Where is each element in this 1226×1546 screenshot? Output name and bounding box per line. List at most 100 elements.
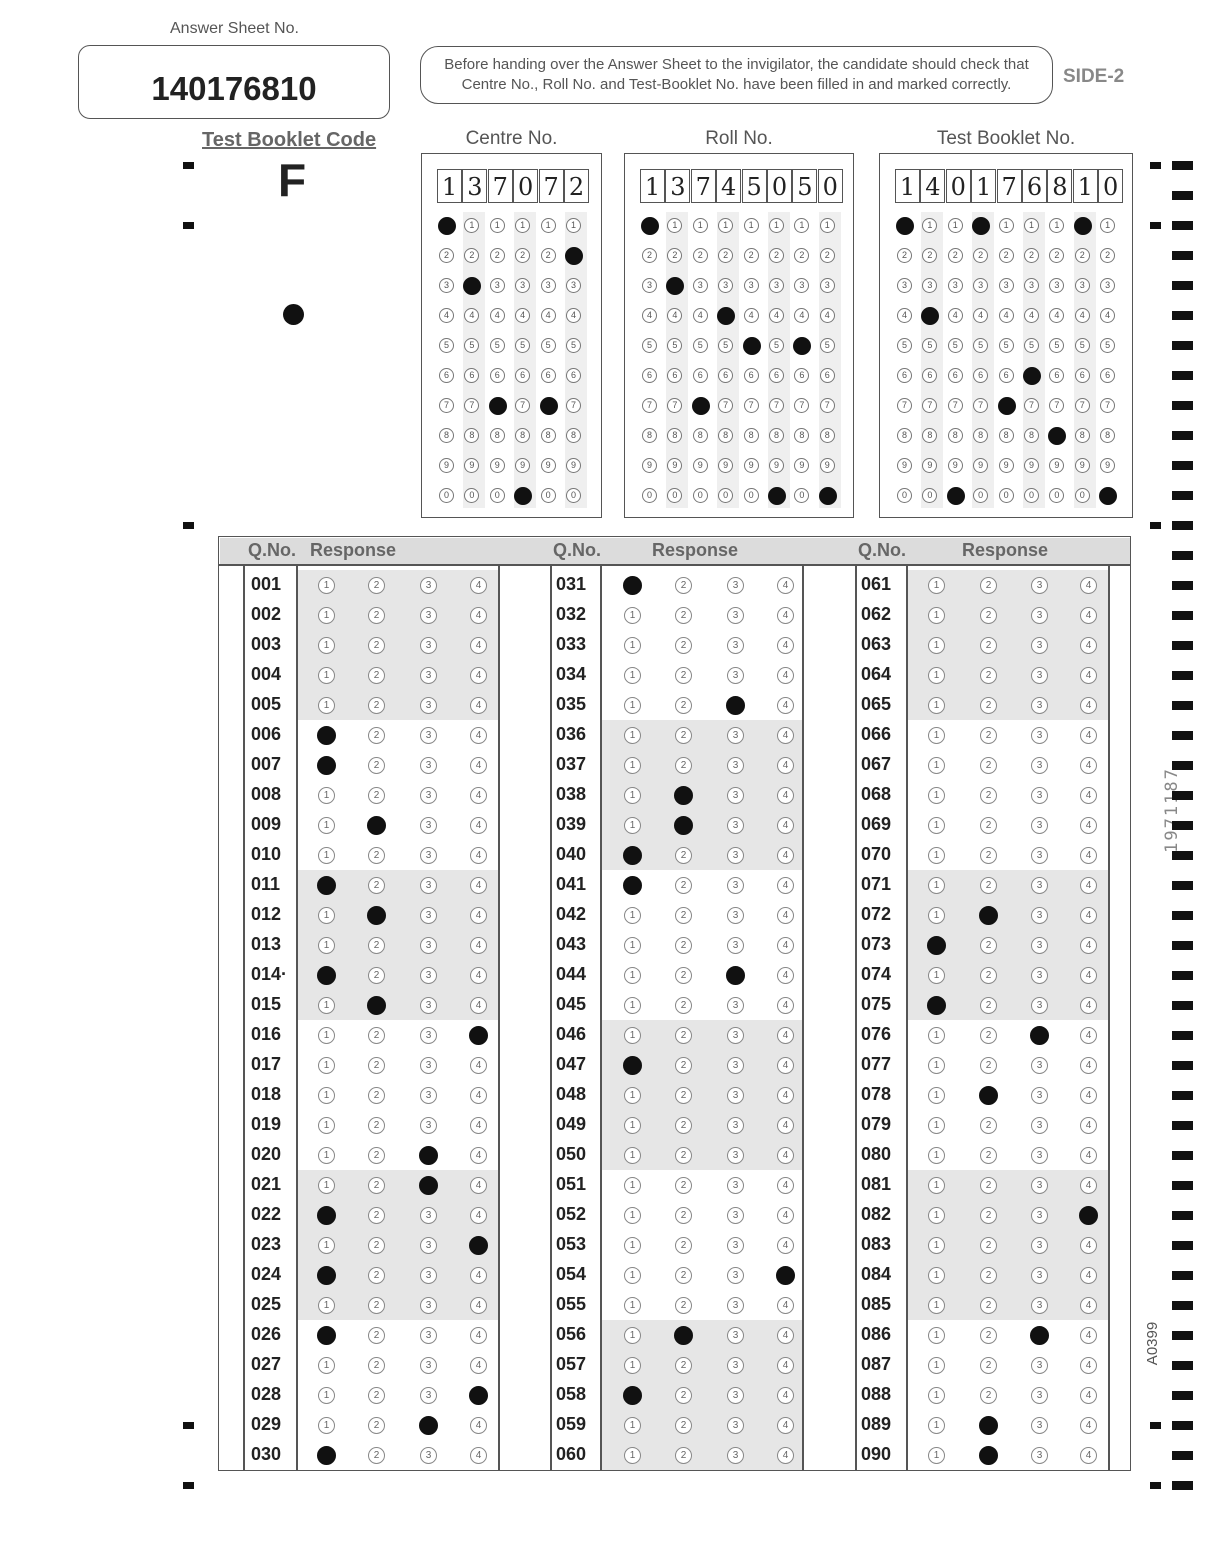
centre-no-bubble[interactable]: 2 bbox=[439, 248, 454, 263]
test-booklet-no-bubble[interactable]: 2 bbox=[1100, 248, 1116, 263]
answer-bubble-option-4[interactable]: 4 bbox=[777, 637, 794, 654]
answer-bubble-option-1[interactable]: 1 bbox=[318, 847, 335, 864]
answer-bubble-option-2[interactable]: 2 bbox=[675, 1057, 692, 1074]
answer-bubble-option-4[interactable]: 4 bbox=[777, 847, 794, 864]
answer-bubble-option-2[interactable]: 2 bbox=[368, 607, 385, 624]
roll-no-bubble[interactable]: 2 bbox=[743, 248, 759, 263]
answer-bubble-option-4[interactable]: 4 bbox=[470, 1057, 487, 1074]
answer-bubble-option-2[interactable]: 2 bbox=[368, 637, 385, 654]
answer-bubble-option-1[interactable]: 1 bbox=[928, 1087, 945, 1104]
answer-bubble-option-1[interactable]: 1 bbox=[928, 1327, 945, 1344]
test-booklet-no-bubble[interactable]: 9 bbox=[1024, 458, 1039, 473]
roll-no-bubble[interactable]: 4 bbox=[769, 308, 784, 323]
answer-bubble-option-4[interactable]: 4 bbox=[470, 1177, 487, 1194]
answer-bubble-option-1[interactable]: 1 bbox=[928, 1147, 945, 1164]
answer-bubble-option-1[interactable]: 1 bbox=[624, 787, 641, 804]
centre-no-bubble[interactable]: 3 bbox=[515, 278, 531, 293]
roll-no-bubble[interactable]: 6 bbox=[718, 368, 734, 383]
answer-bubble-option-4[interactable]: 4 bbox=[1080, 997, 1097, 1014]
test-booklet-no-bubble[interactable]: 5 bbox=[998, 338, 1014, 353]
centre-no-bubble[interactable]: 7 bbox=[566, 398, 581, 413]
answer-bubble-option-1[interactable]: 1 bbox=[318, 1117, 335, 1134]
test-booklet-no-bubble[interactable]: 0 bbox=[922, 488, 938, 503]
answer-bubble-option-4[interactable]: 4 bbox=[777, 577, 794, 594]
centre-no-bubble[interactable]: 4 bbox=[489, 308, 505, 323]
answer-bubble-option-2[interactable]: 2 bbox=[980, 697, 997, 714]
answer-bubble-option-2[interactable] bbox=[979, 1446, 998, 1465]
test-booklet-no-bubble[interactable]: 3 bbox=[897, 278, 912, 293]
answer-bubble-option-4[interactable]: 4 bbox=[777, 1327, 794, 1344]
answer-bubble-option-2[interactable]: 2 bbox=[675, 967, 692, 984]
answer-bubble-option-4[interactable]: 4 bbox=[777, 967, 794, 984]
test-booklet-no-bubble[interactable]: 1 bbox=[922, 218, 938, 233]
test-booklet-no-bubble[interactable]: 8 bbox=[1100, 428, 1116, 443]
test-booklet-no-bubble[interactable]: 4 bbox=[973, 308, 989, 323]
answer-bubble-option-2[interactable]: 2 bbox=[980, 1357, 997, 1374]
roll-no-bubble[interactable]: 7 bbox=[718, 398, 734, 413]
centre-no-bubble[interactable]: 0 bbox=[489, 488, 505, 503]
answer-bubble-option-4[interactable]: 4 bbox=[1080, 1147, 1097, 1164]
answer-bubble-option-4[interactable]: 4 bbox=[1080, 787, 1097, 804]
answer-bubble-option-2[interactable]: 2 bbox=[368, 1327, 385, 1344]
answer-bubble-option-3[interactable]: 3 bbox=[420, 937, 437, 954]
roll-no-bubble[interactable] bbox=[793, 337, 812, 355]
answer-bubble-option-2[interactable]: 2 bbox=[368, 787, 385, 804]
answer-bubble-option-1[interactable]: 1 bbox=[624, 697, 641, 714]
centre-no-bubble[interactable]: 8 bbox=[540, 428, 556, 443]
centre-no-bubble[interactable]: 6 bbox=[489, 368, 505, 383]
centre-no-bubble[interactable]: 9 bbox=[540, 458, 556, 473]
answer-bubble-option-4[interactable]: 4 bbox=[1080, 667, 1097, 684]
test-booklet-no-bubble[interactable]: 7 bbox=[897, 398, 912, 413]
answer-bubble-option-2[interactable]: 2 bbox=[675, 727, 692, 744]
roll-no-bubble[interactable]: 2 bbox=[692, 248, 708, 263]
roll-no-bubble[interactable] bbox=[691, 397, 710, 415]
answer-bubble-option-4[interactable]: 4 bbox=[777, 1087, 794, 1104]
answer-bubble-option-2[interactable]: 2 bbox=[368, 1417, 385, 1434]
answer-bubble-option-2[interactable]: 2 bbox=[980, 877, 997, 894]
answer-bubble-option-2[interactable]: 2 bbox=[980, 1027, 997, 1044]
test-booklet-no-bubble[interactable]: 7 bbox=[922, 398, 938, 413]
answer-bubble-option-1[interactable] bbox=[317, 1266, 336, 1285]
roll-no-bubble[interactable]: 0 bbox=[692, 488, 708, 503]
answer-bubble-option-4[interactable]: 4 bbox=[1080, 637, 1097, 654]
answer-bubble-option-4[interactable]: 4 bbox=[1080, 847, 1097, 864]
answer-bubble-option-1[interactable]: 1 bbox=[624, 727, 641, 744]
answer-bubble-option-3[interactable]: 3 bbox=[1031, 1177, 1048, 1194]
test-booklet-no-bubble[interactable]: 2 bbox=[897, 248, 912, 263]
answer-bubble-option-2[interactable]: 2 bbox=[675, 937, 692, 954]
answer-bubble-option-3[interactable]: 3 bbox=[1031, 787, 1048, 804]
roll-no-bubble[interactable]: 7 bbox=[667, 398, 683, 413]
answer-bubble-option-3[interactable]: 3 bbox=[420, 1027, 437, 1044]
roll-no-bubble[interactable]: 6 bbox=[642, 368, 657, 383]
answer-bubble-option-1[interactable]: 1 bbox=[624, 1267, 641, 1284]
roll-no-bubble[interactable]: 4 bbox=[794, 308, 810, 323]
answer-bubble-option-3[interactable]: 3 bbox=[727, 1087, 744, 1104]
answer-bubble-option-3[interactable]: 3 bbox=[420, 757, 437, 774]
roll-no-bubble[interactable]: 4 bbox=[642, 308, 657, 323]
test-booklet-no-bubble[interactable]: 9 bbox=[1049, 458, 1065, 473]
answer-bubble-option-1[interactable]: 1 bbox=[928, 1057, 945, 1074]
answer-bubble-option-1[interactable]: 1 bbox=[318, 1357, 335, 1374]
centre-no-bubble[interactable]: 5 bbox=[464, 338, 480, 353]
answer-bubble-option-1[interactable]: 1 bbox=[318, 787, 335, 804]
test-booklet-no-bubble[interactable]: 6 bbox=[973, 368, 989, 383]
answer-bubble-option-2[interactable]: 2 bbox=[980, 1267, 997, 1284]
answer-bubble-option-1[interactable] bbox=[317, 756, 336, 775]
answer-bubble-option-1[interactable]: 1 bbox=[928, 637, 945, 654]
test-booklet-no-bubble[interactable]: 5 bbox=[1049, 338, 1065, 353]
answer-bubble-option-3[interactable]: 3 bbox=[727, 1117, 744, 1134]
centre-no-bubble[interactable]: 9 bbox=[489, 458, 505, 473]
answer-bubble-option-2[interactable]: 2 bbox=[675, 1297, 692, 1314]
answer-bubble-option-3[interactable]: 3 bbox=[727, 1357, 744, 1374]
answer-bubble-option-2[interactable]: 2 bbox=[675, 577, 692, 594]
answer-bubble-option-1[interactable]: 1 bbox=[928, 1117, 945, 1134]
answer-bubble-option-4[interactable]: 4 bbox=[1080, 1447, 1097, 1464]
answer-bubble-option-1[interactable]: 1 bbox=[318, 937, 335, 954]
answer-bubble-option-1[interactable]: 1 bbox=[318, 577, 335, 594]
answer-bubble-option-2[interactable] bbox=[979, 1416, 998, 1435]
answer-bubble-option-3[interactable]: 3 bbox=[420, 967, 437, 984]
answer-bubble-option-3[interactable]: 3 bbox=[420, 1267, 437, 1284]
test-booklet-no-bubble[interactable]: 6 bbox=[998, 368, 1014, 383]
answer-bubble-option-4[interactable]: 4 bbox=[777, 757, 794, 774]
answer-bubble-option-3[interactable]: 3 bbox=[727, 937, 744, 954]
